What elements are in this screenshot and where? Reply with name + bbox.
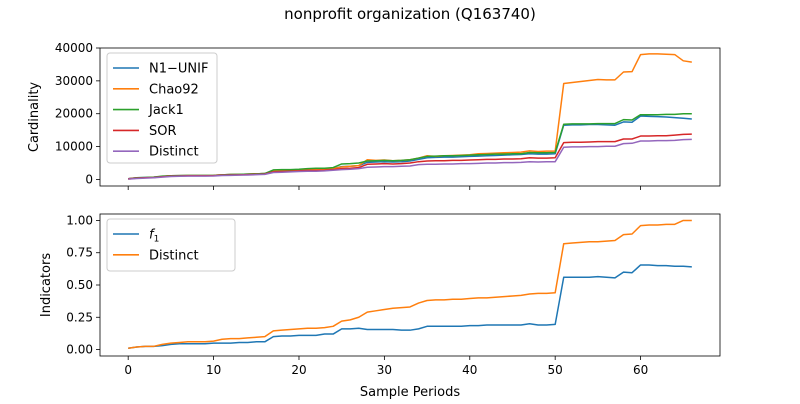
y-tick-label: 0.75 bbox=[66, 246, 93, 260]
x-tick-label: 0 bbox=[124, 363, 132, 377]
x-tick-label: 50 bbox=[548, 363, 563, 377]
y-tick-label: 0.50 bbox=[66, 278, 93, 292]
series-line-0 bbox=[128, 264, 692, 349]
legend-label: f1 bbox=[149, 228, 159, 245]
x-tick-label: 40 bbox=[462, 363, 477, 377]
y-tick-label: 30000 bbox=[55, 74, 93, 88]
x-tick-label: 60 bbox=[633, 363, 648, 377]
legend-label: Chao92 bbox=[149, 82, 199, 97]
cardinality-panel: 0 10000 20000 30000 40000 Cardinality N1−UNIF C… bbox=[27, 41, 721, 190]
legend-label: Distinct bbox=[149, 145, 199, 160]
x-tick-label: 10 bbox=[206, 363, 221, 377]
legend-label: Distinct bbox=[149, 248, 199, 263]
series-line-1 bbox=[128, 219, 692, 349]
series-line-4 bbox=[128, 138, 692, 180]
x-tick-label: 30 bbox=[377, 363, 392, 377]
legend-box bbox=[106, 218, 236, 272]
figure-title: nonprofit organization (Q163740) bbox=[284, 5, 536, 23]
y-axis-label: Indicators bbox=[39, 253, 54, 317]
legend-box bbox=[106, 52, 218, 164]
x-axis-label: Sample Periods bbox=[360, 385, 460, 400]
y-tick-label: 0.25 bbox=[66, 310, 93, 324]
y-tick-label: 10000 bbox=[55, 140, 93, 154]
y-tick-label: 40000 bbox=[55, 41, 93, 55]
indicators-panel: 0 10 20 30 40 50 60 0.00 0.25 0.50 0.75 1.00 Indicat… bbox=[39, 213, 721, 377]
y-tick-label: 20000 bbox=[55, 107, 93, 121]
x-tick-label: 20 bbox=[291, 363, 306, 377]
legend-label: SOR bbox=[149, 124, 177, 139]
legend: f1 Distinct bbox=[106, 218, 236, 272]
legend-label: Jack1 bbox=[148, 103, 184, 118]
y-axis-label: Cardinality bbox=[27, 82, 42, 153]
legend-label: N1−UNIF bbox=[149, 62, 208, 77]
y-tick-label: 1.00 bbox=[66, 213, 93, 227]
y-tick-label: 0 bbox=[85, 172, 93, 186]
legend: N1−UNIF Chao92 Jack1 SOR Distinct bbox=[106, 52, 218, 164]
y-tick-label: 0.00 bbox=[66, 343, 93, 357]
axes-frame bbox=[99, 47, 721, 187]
